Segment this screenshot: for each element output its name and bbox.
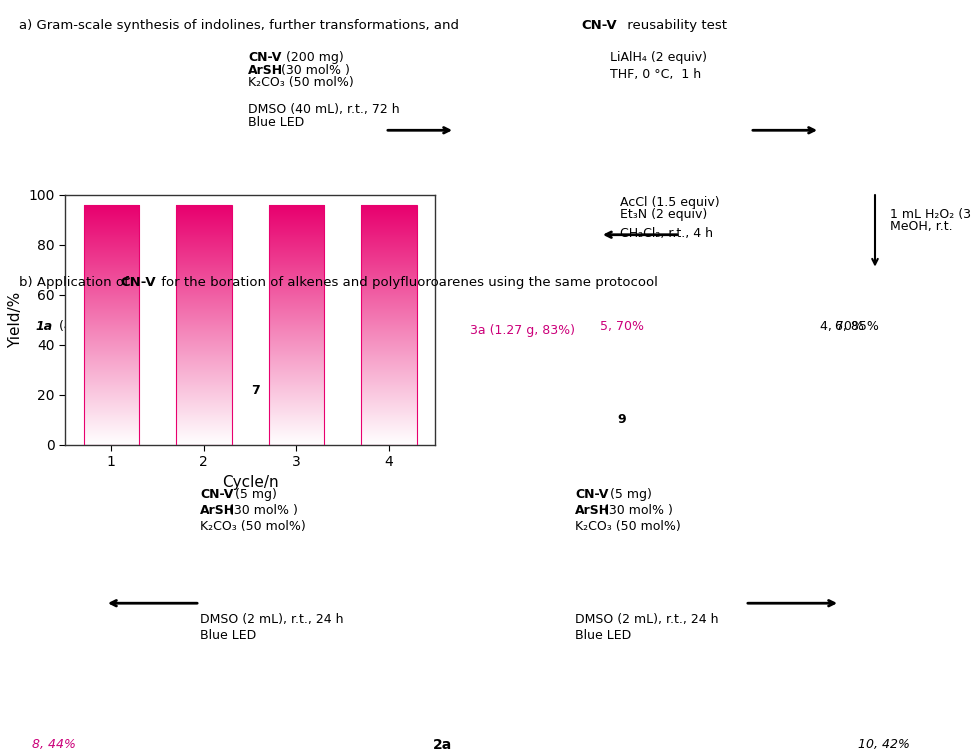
Text: K₂CO₃ (50 mol%): K₂CO₃ (50 mol%) <box>248 76 353 89</box>
Text: (30 mol% ): (30 mol% ) <box>229 505 298 517</box>
Text: Blue LED: Blue LED <box>248 115 304 129</box>
Text: 1a: 1a <box>35 320 52 333</box>
Bar <box>361 205 417 445</box>
Text: Blue LED: Blue LED <box>200 630 256 642</box>
Text: CN-V: CN-V <box>248 51 282 64</box>
Text: DMSO (2 mL), r.t., 24 h: DMSO (2 mL), r.t., 24 h <box>200 613 344 626</box>
Text: ArSH: ArSH <box>248 64 284 77</box>
Text: (5 mg): (5 mg) <box>606 489 652 501</box>
X-axis label: Cycle/n: Cycle/n <box>221 475 279 490</box>
Text: b) Application of: b) Application of <box>19 276 133 289</box>
Text: Et₃N (2 equiv): Et₃N (2 equiv) <box>620 209 707 221</box>
Text: a) Gram-scale synthesis of indolines, further transformations, and: a) Gram-scale synthesis of indolines, fu… <box>19 20 463 32</box>
Text: 4, 70%: 4, 70% <box>820 320 864 333</box>
Text: 8, 44%: 8, 44% <box>32 738 76 751</box>
Bar <box>84 205 139 445</box>
Text: reusability test: reusability test <box>623 20 727 32</box>
Text: DMSO (40 mL), r.t., 72 h: DMSO (40 mL), r.t., 72 h <box>248 103 400 116</box>
Text: K₂CO₃ (50 mol%): K₂CO₃ (50 mol%) <box>200 520 306 533</box>
Bar <box>269 205 324 445</box>
Text: ArSH: ArSH <box>200 505 235 517</box>
Text: CN-V: CN-V <box>120 276 156 289</box>
Text: (5 mg): (5 mg) <box>231 489 277 501</box>
Text: Blue LED: Blue LED <box>575 630 631 642</box>
Text: (200 mg): (200 mg) <box>282 51 344 64</box>
Text: 6, 85%: 6, 85% <box>835 320 879 333</box>
Text: CN-V: CN-V <box>582 20 618 32</box>
Text: 7: 7 <box>251 383 259 397</box>
Text: THF, 0 °C,  1 h: THF, 0 °C, 1 h <box>610 69 701 81</box>
Text: (4 mmol): (4 mmol) <box>55 320 116 333</box>
Text: 3a (1.27 g, 83%): 3a (1.27 g, 83%) <box>470 324 575 337</box>
Text: MeOH, r.t.: MeOH, r.t. <box>890 220 953 233</box>
Text: 1 mL H₂O₂ (30%): 1 mL H₂O₂ (30%) <box>890 208 971 221</box>
Text: ArSH: ArSH <box>575 505 610 517</box>
Text: DMSO (2 mL), r.t., 24 h: DMSO (2 mL), r.t., 24 h <box>575 613 719 626</box>
Text: for the boration of alkenes and polyfluoroarenes using the same protocool: for the boration of alkenes and polyfluo… <box>156 276 657 289</box>
Text: LiAlH₄ (2 equiv): LiAlH₄ (2 equiv) <box>610 51 707 64</box>
Y-axis label: Yield/%: Yield/% <box>8 292 22 348</box>
Text: AcCl (1.5 equiv): AcCl (1.5 equiv) <box>620 196 720 209</box>
Text: 10, 42%: 10, 42% <box>858 738 910 751</box>
Text: (30 mol% ): (30 mol% ) <box>604 505 673 517</box>
Text: 9: 9 <box>617 413 625 426</box>
Text: 5, 70%: 5, 70% <box>600 320 644 333</box>
Text: CN-V: CN-V <box>575 489 609 501</box>
Text: 2a: 2a <box>433 738 452 752</box>
Text: (30 mol% ): (30 mol% ) <box>277 64 350 77</box>
Text: CN-V: CN-V <box>200 489 233 501</box>
Bar <box>176 205 231 445</box>
Text: CH₂Cl₂, r.t., 4 h: CH₂Cl₂, r.t., 4 h <box>620 227 713 240</box>
Text: 2a: 2a <box>188 320 204 333</box>
Text: K₂CO₃ (50 mol%): K₂CO₃ (50 mol%) <box>575 520 681 533</box>
